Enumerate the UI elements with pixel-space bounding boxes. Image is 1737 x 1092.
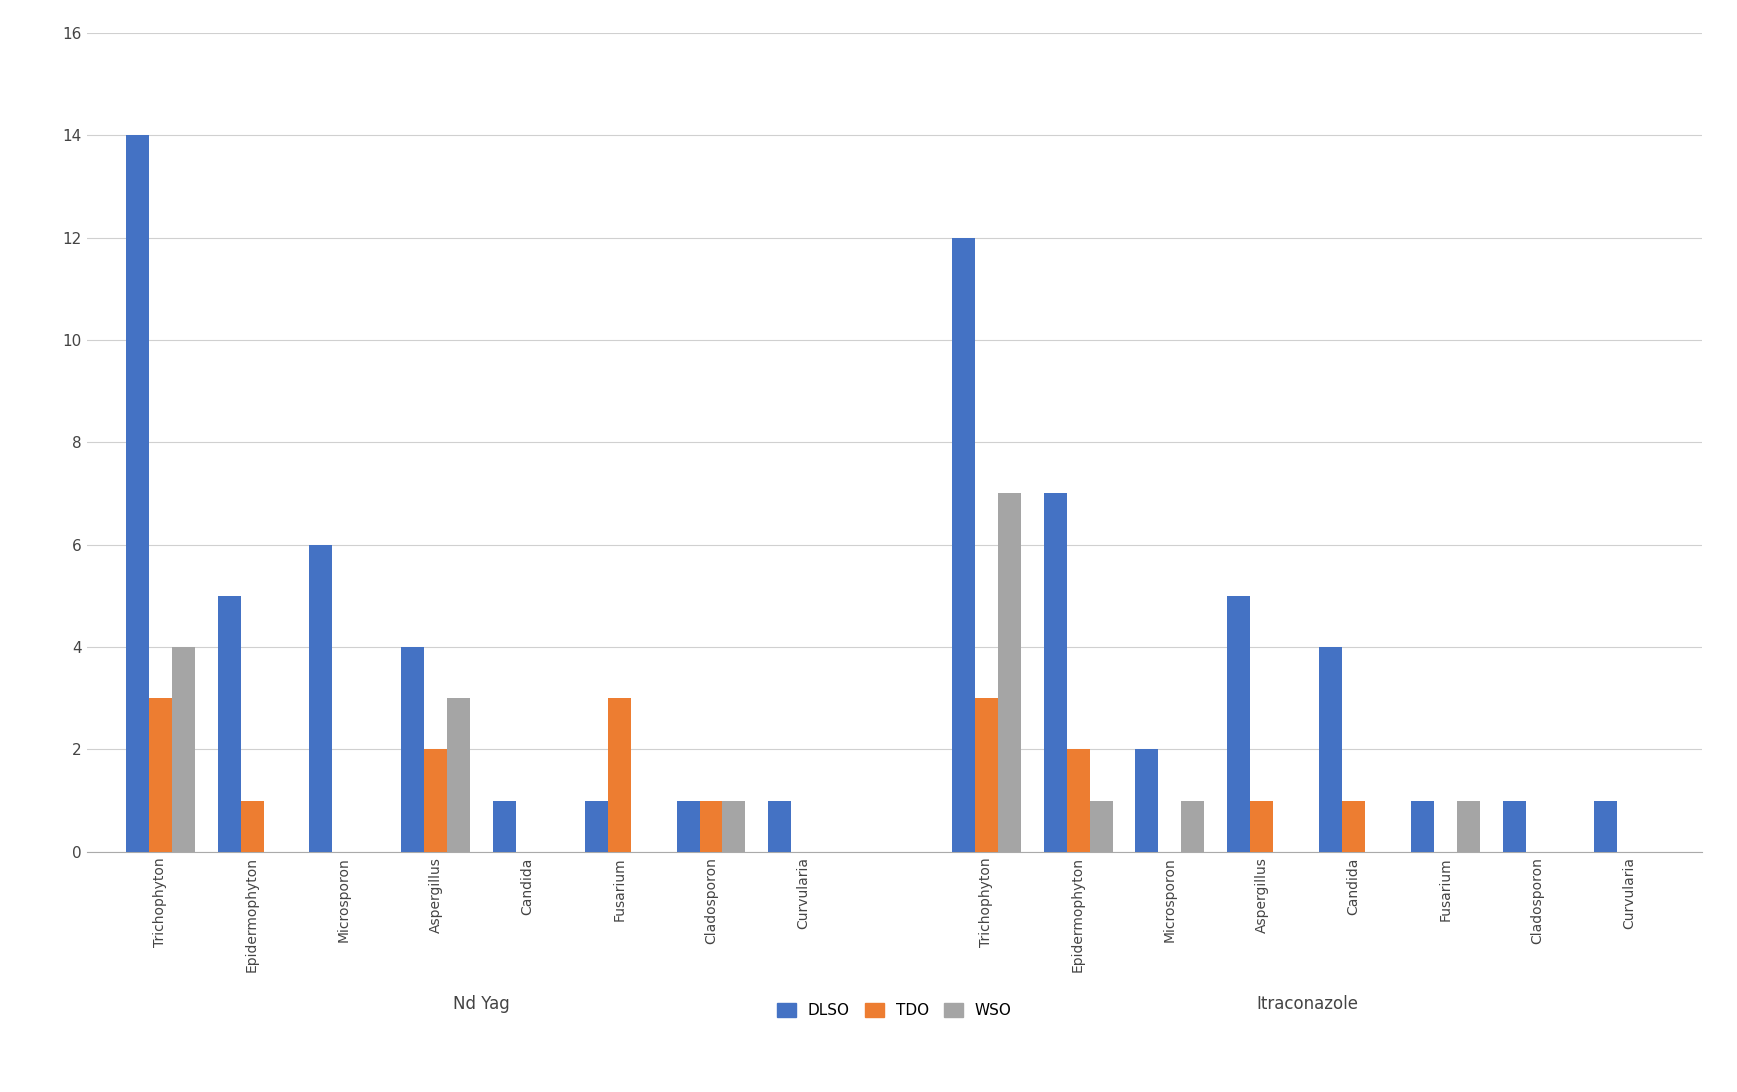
Text: Itraconazole: Itraconazole xyxy=(1256,995,1358,1013)
Bar xyxy=(677,800,700,852)
Bar xyxy=(149,698,172,852)
Bar xyxy=(1251,800,1273,852)
Bar xyxy=(309,545,332,852)
Bar xyxy=(585,800,608,852)
Bar xyxy=(1136,749,1159,852)
Bar xyxy=(401,646,424,852)
Bar xyxy=(1044,494,1067,852)
Bar xyxy=(1067,749,1089,852)
Bar xyxy=(768,800,792,852)
Bar xyxy=(997,494,1021,852)
Bar xyxy=(1410,800,1433,852)
Bar xyxy=(1595,800,1617,852)
Bar xyxy=(217,596,241,852)
Bar xyxy=(1503,800,1525,852)
Bar xyxy=(241,800,264,852)
Bar xyxy=(723,800,745,852)
Bar xyxy=(1318,646,1343,852)
Legend: DLSO, TDO, WSO: DLSO, TDO, WSO xyxy=(771,997,1018,1024)
Bar xyxy=(493,800,516,852)
Bar xyxy=(1457,800,1480,852)
Bar xyxy=(172,646,195,852)
Bar xyxy=(1228,596,1251,852)
Bar xyxy=(974,698,997,852)
Bar xyxy=(1089,800,1112,852)
Bar xyxy=(424,749,446,852)
Text: Nd Yag: Nd Yag xyxy=(453,995,511,1013)
Bar xyxy=(1181,800,1204,852)
Bar xyxy=(608,698,631,852)
Bar xyxy=(952,238,974,852)
Bar xyxy=(700,800,723,852)
Bar xyxy=(125,135,149,852)
Bar xyxy=(446,698,471,852)
Bar xyxy=(1343,800,1365,852)
